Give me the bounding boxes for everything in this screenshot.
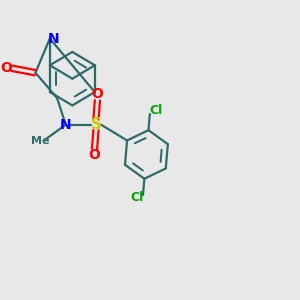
- Text: O: O: [1, 61, 13, 75]
- Text: O: O: [88, 148, 101, 162]
- Text: Cl: Cl: [149, 104, 162, 117]
- Text: S: S: [91, 117, 101, 132]
- Text: Me: Me: [32, 136, 50, 146]
- Text: N: N: [60, 118, 71, 132]
- Text: Cl: Cl: [130, 191, 144, 205]
- Text: O: O: [92, 87, 103, 101]
- Text: N: N: [48, 32, 59, 46]
